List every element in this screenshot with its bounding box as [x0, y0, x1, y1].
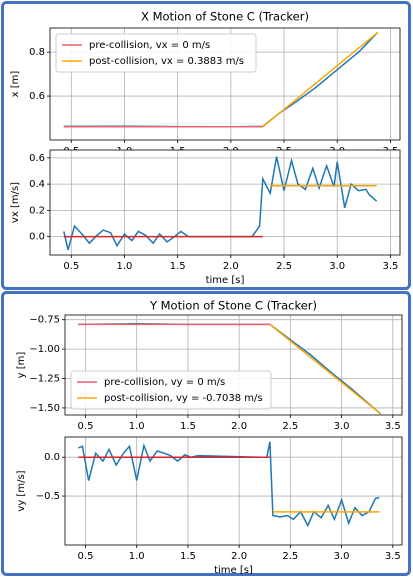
legend-box [55, 33, 257, 73]
x-tick-label: 1.5 [180, 421, 196, 432]
plot-frame [64, 314, 403, 416]
x-tick-label: 2.0 [231, 421, 247, 432]
x-tick-label: 0.5 [63, 261, 79, 272]
x-tick-label: 3.5 [382, 261, 398, 272]
y-tick-label: −1.50 [29, 403, 60, 414]
x-tick-label: 0.5 [78, 421, 94, 432]
chart-title: Y Motion of Stone C (Tracker) [149, 299, 317, 313]
plot-area [65, 437, 402, 545]
y-tick-label: 0.6 [29, 153, 45, 164]
y-axis-label: x [m] [10, 71, 21, 98]
x-tick-label: 3.5 [385, 551, 401, 562]
x-tick-label: 0.5 [78, 551, 94, 562]
legend-label: pre-collision, vy = 0 m/s [104, 377, 225, 388]
x-tick-label: 2.5 [276, 261, 292, 272]
y-tick-label: 0.2 [29, 205, 45, 216]
y-tick-label: −1.00 [29, 344, 60, 355]
data-line [269, 323, 381, 415]
x-tick-label: 3.5 [385, 421, 401, 432]
legend-box [70, 370, 272, 410]
x-tick-label: 1.5 [180, 551, 196, 562]
y-axis-label: vy [m/s] [16, 470, 27, 511]
x-tick-label: 1.0 [129, 421, 145, 432]
x-tick-label: 2.0 [231, 551, 247, 562]
x-axis-label: time [s] [214, 565, 253, 576]
y-axis-label: y [m] [16, 352, 27, 379]
legend-label: post-collision, vx = 0.3883 m/s [89, 56, 244, 67]
y-tick-label: 0.8 [29, 47, 45, 58]
plot-frame [49, 149, 401, 256]
plot-area [50, 150, 400, 255]
x-tick-label: 2.5 [282, 551, 298, 562]
x-tick-label: 1.0 [129, 551, 145, 562]
x-tick-label: 3.0 [334, 551, 350, 562]
x-tick-label: 2.5 [282, 421, 298, 432]
panel-border [1, 1, 411, 290]
plot-frame [64, 436, 403, 546]
y-tick-label: 0.0 [44, 452, 60, 463]
y-tick-label: 0.4 [29, 179, 45, 190]
y-tick-label: −1.25 [29, 374, 60, 385]
data-line [262, 31, 379, 128]
legend-label: post-collision, vy = -0.7038 m/s [104, 393, 263, 404]
y-axis-label: vx [m/s] [10, 182, 21, 223]
x-tick-label: 3.0 [334, 421, 350, 432]
x-tick-label: 2.0 [223, 261, 239, 272]
x-tick-label: 3.0 [329, 261, 345, 272]
x-tick-label: 1.0 [117, 261, 133, 272]
panel-border [1, 291, 411, 576]
x-tick-label: 1.5 [170, 261, 186, 272]
y-tick-label: 0.6 [29, 91, 45, 102]
chart-title: X Motion of Stone C (Tracker) [141, 10, 309, 24]
legend-label: pre-collision, vx = 0 m/s [89, 40, 210, 51]
y-tick-label: −0.75 [29, 315, 60, 326]
y-tick-label: −0.5 [36, 491, 60, 502]
y-tick-label: 0.0 [29, 232, 45, 243]
plot-frame [49, 27, 401, 141]
x-axis-label: time [s] [206, 275, 245, 286]
